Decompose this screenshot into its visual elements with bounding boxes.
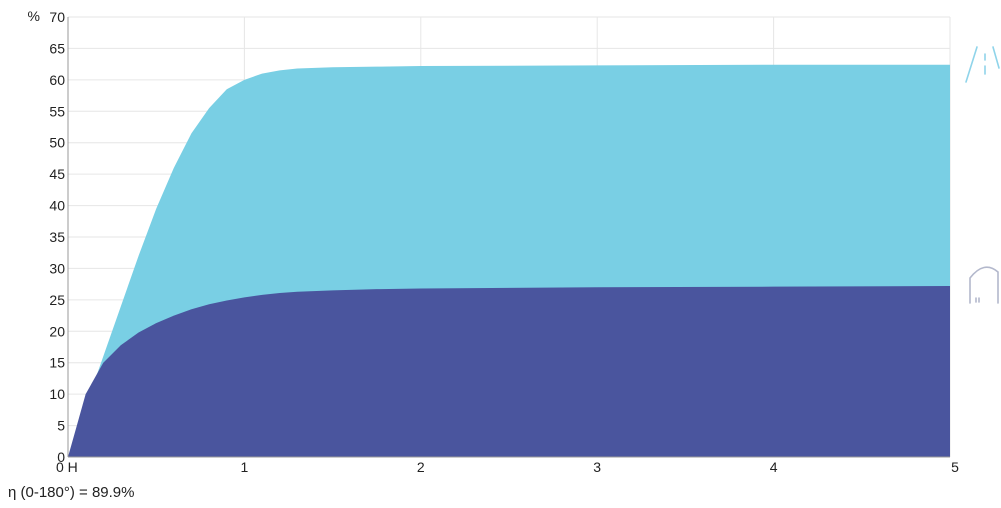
y-tick-label: 0 [57,449,65,465]
y-tick-label: 65 [49,40,65,56]
efficiency-label: η (0-180°) = 89.9% [8,484,135,501]
y-tick-label: 35 [49,229,65,245]
y-tick-label: 40 [49,198,65,214]
area-series-2 [68,286,950,457]
axes [67,17,950,458]
x-tick-label: 0 H [56,459,78,475]
y-tick-label: 30 [49,260,65,276]
y-tick-label: 50 [49,135,65,151]
y-tick-label: 20 [49,323,65,339]
y-tick-label: 60 [49,72,65,88]
tunnel-arch-icon [969,266,999,304]
y-tick-label: 70 [49,9,65,25]
y-axis-unit-label: % [28,8,40,24]
y-tick-label: 55 [49,103,65,119]
y-axis-ticks: 0 5 10 15 20 25 30 35 40 45 50 55 60 65 70 [49,9,65,465]
y-tick-label: 5 [57,418,65,434]
road-perspective-icon [965,46,1000,83]
y-tick-label: 45 [49,166,65,182]
y-tick-label: 10 [49,386,65,402]
y-tick-label: 15 [49,355,65,371]
y-tick-label: 25 [49,292,65,308]
x-tick-label: 5 [951,459,959,475]
x-axis-ticks: 0 H 1 2 3 4 5 [56,459,959,475]
x-tick-label: 2 [417,459,425,475]
x-tick-label: 3 [593,459,601,475]
area-series [68,64,950,458]
x-tick-label: 1 [241,459,249,475]
x-tick-label: 4 [770,459,778,475]
